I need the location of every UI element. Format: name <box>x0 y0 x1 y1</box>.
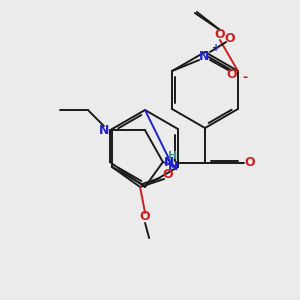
Text: N: N <box>199 50 209 62</box>
Text: N: N <box>164 155 174 169</box>
Text: -: - <box>242 70 248 83</box>
Text: O: O <box>140 209 150 223</box>
Text: +: + <box>212 43 220 53</box>
Text: O: O <box>227 68 237 80</box>
Text: H: H <box>168 151 178 161</box>
Text: O: O <box>214 28 225 40</box>
Text: N: N <box>99 124 109 136</box>
Text: O: O <box>245 157 255 169</box>
Text: O: O <box>225 32 236 44</box>
Text: N: N <box>168 160 178 173</box>
Text: O: O <box>163 169 173 182</box>
